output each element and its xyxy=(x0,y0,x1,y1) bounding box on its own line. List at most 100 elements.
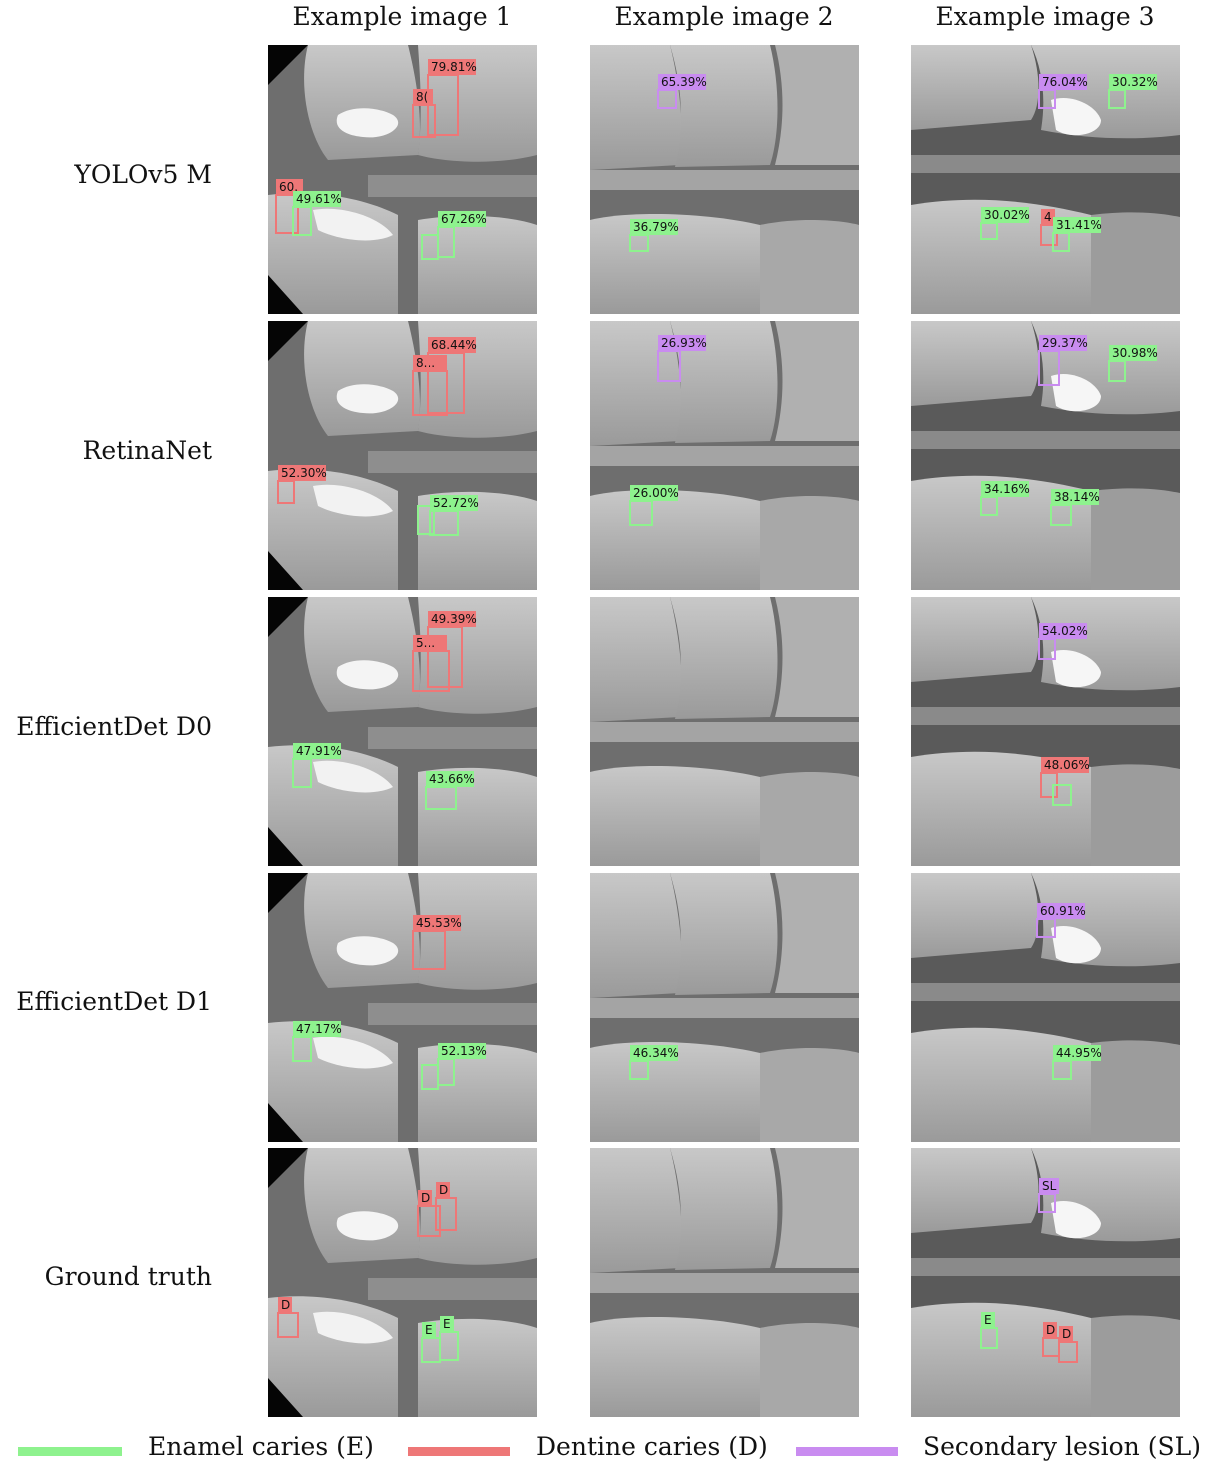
detection-label: SL xyxy=(1042,1179,1057,1193)
panel-r4-c3: 60.91% 44.95% xyxy=(911,873,1180,1142)
detection-label: 48.06% xyxy=(1044,758,1090,772)
radiograph-grid: 8( 79.81% 60.49.61% 67.26% 65.39% 36.79% 76.04… xyxy=(268,45,1180,1417)
detection-label-bg xyxy=(1053,1045,1101,1061)
detection-label-bg xyxy=(1059,1326,1073,1342)
detection-label: 44.95% xyxy=(1056,1046,1102,1060)
detection-label-bg xyxy=(1039,1178,1059,1194)
panel-r3-c2 xyxy=(590,597,859,866)
panel-r1-c2: 65.39% 36.79% xyxy=(590,45,859,314)
panel-r3-c1: 5... 49.39% 47.91% 43.66% xyxy=(268,597,537,866)
detection-label-bg xyxy=(658,335,706,351)
detection-label: E xyxy=(984,1313,992,1327)
detection-label: 76.04% xyxy=(1042,75,1088,89)
detection-label: 26.00% xyxy=(633,486,679,500)
panel-r2-c3: 29.37% 30.98% 34.16% 38.14% xyxy=(911,321,1180,590)
detection-label: 34.16% xyxy=(984,482,1030,496)
detection-label: 46.34% xyxy=(633,1046,679,1060)
row-label-efficientdet-d1: EfficientDet D1 xyxy=(16,987,212,1016)
detection-label-bg xyxy=(413,635,447,651)
detection-label-bg xyxy=(1109,74,1157,90)
detection-label: 60.91% xyxy=(1040,904,1086,918)
legend-swatch-secondary xyxy=(796,1447,898,1456)
panel-r2-c2: 26.93% 26.00% xyxy=(590,321,859,590)
detection-label: 29.37% xyxy=(1042,336,1088,350)
detection-label-bg xyxy=(658,74,706,90)
detection-label-bg xyxy=(630,1045,678,1061)
detection-label-bg xyxy=(430,495,478,511)
detection-label-bg xyxy=(1053,217,1101,233)
detection-label-bg xyxy=(428,611,476,627)
detection-label: 45.53% xyxy=(416,916,462,930)
detection-label: 49.39% xyxy=(431,612,477,626)
detection-label-bg xyxy=(438,211,486,227)
detection-label: 30.32% xyxy=(1112,75,1158,89)
detection-box xyxy=(417,505,435,535)
detection-label: 8( xyxy=(416,90,428,104)
detection-label-bg xyxy=(1041,757,1089,773)
detection-label-bg xyxy=(436,1182,450,1198)
detection-label-bg xyxy=(981,481,1029,497)
detection-label: 30.98% xyxy=(1112,346,1158,360)
detection-label: 26.93% xyxy=(661,336,707,350)
column-header-3: Example image 3 xyxy=(935,2,1155,31)
legend-label-enamel: Enamel caries (E) xyxy=(148,1432,374,1461)
panel-r1-c3: 76.04% 30.32% 30.02% 4 31.41% xyxy=(911,45,1180,314)
panel-r1-c1: 8( 79.81% 60.49.61% 67.26% xyxy=(268,45,537,314)
detection-label-bg xyxy=(1039,623,1087,639)
detection-label-bg xyxy=(413,915,461,931)
detection-label: 4 xyxy=(1044,210,1052,224)
column-header-2: Example image 2 xyxy=(614,2,834,31)
panel-r5-c3: SL E D D xyxy=(911,1148,1180,1417)
legend: Enamel caries (E) Dentine caries (D) Sec… xyxy=(0,1428,1205,1473)
detection-label-bg xyxy=(293,743,341,759)
detection-label: D xyxy=(421,1191,430,1205)
detection-label-bg xyxy=(1051,489,1099,505)
detection-label-bg xyxy=(278,465,326,481)
detection-label: D xyxy=(1062,1327,1071,1341)
detection-label: 38.14% xyxy=(1054,490,1100,504)
detection-label: 49.61% xyxy=(296,192,342,206)
detection-label-bg xyxy=(293,1021,341,1037)
detection-label: 52.72% xyxy=(433,496,479,510)
detection-label-bg xyxy=(981,207,1029,223)
detection-label: 79.81% xyxy=(431,60,477,74)
panel-r3-c3: 54.02% 48.06% xyxy=(911,597,1180,866)
panel-r4-c2: 46.34% xyxy=(590,873,859,1142)
detection-label-bg xyxy=(630,219,678,235)
row-label-efficientdet-d0: EfficientDet D0 xyxy=(16,712,212,741)
detection-label: D xyxy=(1046,1323,1055,1337)
row-label-yolov5: YOLOv5 M xyxy=(74,160,212,189)
detection-label-bg xyxy=(1109,345,1157,361)
detection-label: 54.02% xyxy=(1042,624,1088,638)
legend-swatch-enamel xyxy=(18,1447,122,1456)
row-label-ground-truth: Ground truth xyxy=(44,1262,212,1291)
panel-r4-c1: 45.53% 47.17% 52.13% xyxy=(268,873,537,1142)
detection-label: 47.91% xyxy=(296,744,342,758)
column-header-1: Example image 1 xyxy=(292,2,512,31)
detection-label-bg xyxy=(981,1312,995,1328)
detection-label: 31.41% xyxy=(1056,218,1102,232)
detection-label: 67.26% xyxy=(441,212,487,226)
detection-label: 60. xyxy=(279,180,298,194)
row-label-retinanet: RetinaNet xyxy=(82,436,212,465)
detection-label: D xyxy=(439,1183,448,1197)
legend-swatch-dentine xyxy=(408,1447,510,1456)
detection-label-bg xyxy=(438,1043,486,1059)
detection-label: 52.30% xyxy=(281,466,327,480)
detection-label: 8... xyxy=(416,356,435,370)
detection-label-bg xyxy=(1039,74,1087,90)
detection-label: 36.79% xyxy=(633,220,679,234)
detection-label-bg xyxy=(1043,1322,1057,1338)
detection-label: 5... xyxy=(416,636,435,650)
detection-label-bg xyxy=(1037,903,1085,919)
detection-label: D xyxy=(281,1298,290,1312)
detection-label: E xyxy=(425,1323,433,1337)
legend-label-dentine: Dentine caries (D) xyxy=(536,1432,768,1461)
detection-label-bg xyxy=(422,1322,436,1338)
detection-box xyxy=(1052,784,1072,806)
detection-label: E xyxy=(443,1317,451,1331)
detection-label-bg xyxy=(428,59,476,75)
panel-r2-c1: 8... 68.44% 52.30% 52.72% xyxy=(268,321,537,590)
detection-label-bg xyxy=(426,771,474,787)
